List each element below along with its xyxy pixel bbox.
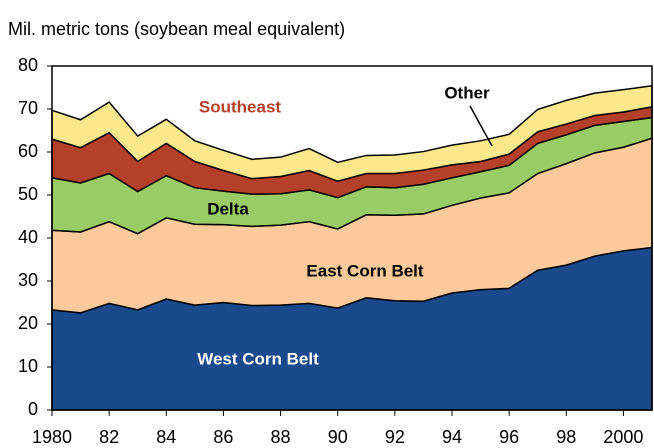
- series-label: East Corn Belt: [306, 261, 423, 280]
- y-tick-label: 80: [18, 55, 38, 75]
- x-tick-label: 94: [442, 427, 462, 447]
- x-tick-label: 82: [99, 427, 119, 447]
- x-tick-label: 2000: [603, 427, 643, 447]
- series-label: Southeast: [199, 97, 282, 116]
- series-label: Other: [444, 83, 490, 102]
- x-tick-label: 86: [213, 427, 233, 447]
- y-axis-label: Mil. metric tons (soybean meal equivalen…: [8, 19, 345, 39]
- series-label: West Corn Belt: [197, 349, 319, 368]
- x-tick-label: 92: [385, 427, 405, 447]
- y-tick-label: 60: [18, 141, 38, 161]
- y-tick-label: 70: [18, 98, 38, 118]
- y-tick-label: 10: [18, 356, 38, 376]
- x-tick-label: 1980: [32, 427, 72, 447]
- x-tick-label: 88: [271, 427, 291, 447]
- x-tick-label: 84: [156, 427, 176, 447]
- x-tick-label: 90: [328, 427, 348, 447]
- x-tick-label: 98: [556, 427, 576, 447]
- leader-line: [469, 105, 493, 147]
- series-label: Delta: [207, 199, 249, 218]
- y-tick-label: 20: [18, 313, 38, 333]
- y-tick-label: 0: [28, 399, 38, 419]
- y-tick-label: 40: [18, 227, 38, 247]
- x-tick-label: 96: [499, 427, 519, 447]
- y-tick-label: 30: [18, 270, 38, 290]
- y-tick-label: 50: [18, 184, 38, 204]
